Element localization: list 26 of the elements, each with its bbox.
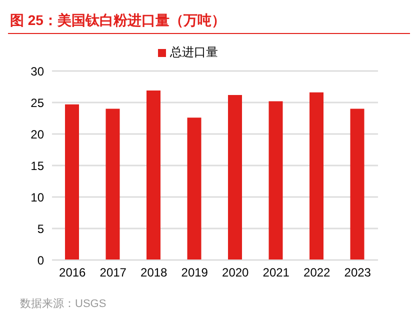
bar [350,108,364,260]
x-tick-label: 2018 [140,266,168,280]
y-tick-label: 25 [30,96,44,110]
x-tick-label: 2016 [59,266,86,280]
x-tick-label: 2020 [222,266,250,280]
x-tick-label: 2017 [100,266,127,280]
chart-title: 图 25：美国钛白粉进口量（万吨） [8,8,410,34]
bar [65,104,79,260]
x-tick-label: 2021 [262,266,290,280]
y-tick-label: 20 [30,127,44,142]
bar [268,101,283,260]
legend-label: 总进口量 [170,45,218,59]
bar [310,92,324,260]
x-tick-label: 2019 [181,266,208,280]
y-tick-label: 0 [37,253,44,268]
x-tick-label: 2023 [344,266,372,280]
y-tick-label: 30 [30,64,44,78]
bar [228,94,242,260]
bar [146,90,160,260]
source-note: 数据来源：USGS [19,297,108,311]
y-tick-label: 10 [30,190,44,204]
y-tick-label: 15 [30,158,44,173]
y-tick-label: 5 [37,222,44,236]
bar [187,118,202,260]
x-tick-label: 2022 [304,266,331,280]
bar [106,108,120,260]
